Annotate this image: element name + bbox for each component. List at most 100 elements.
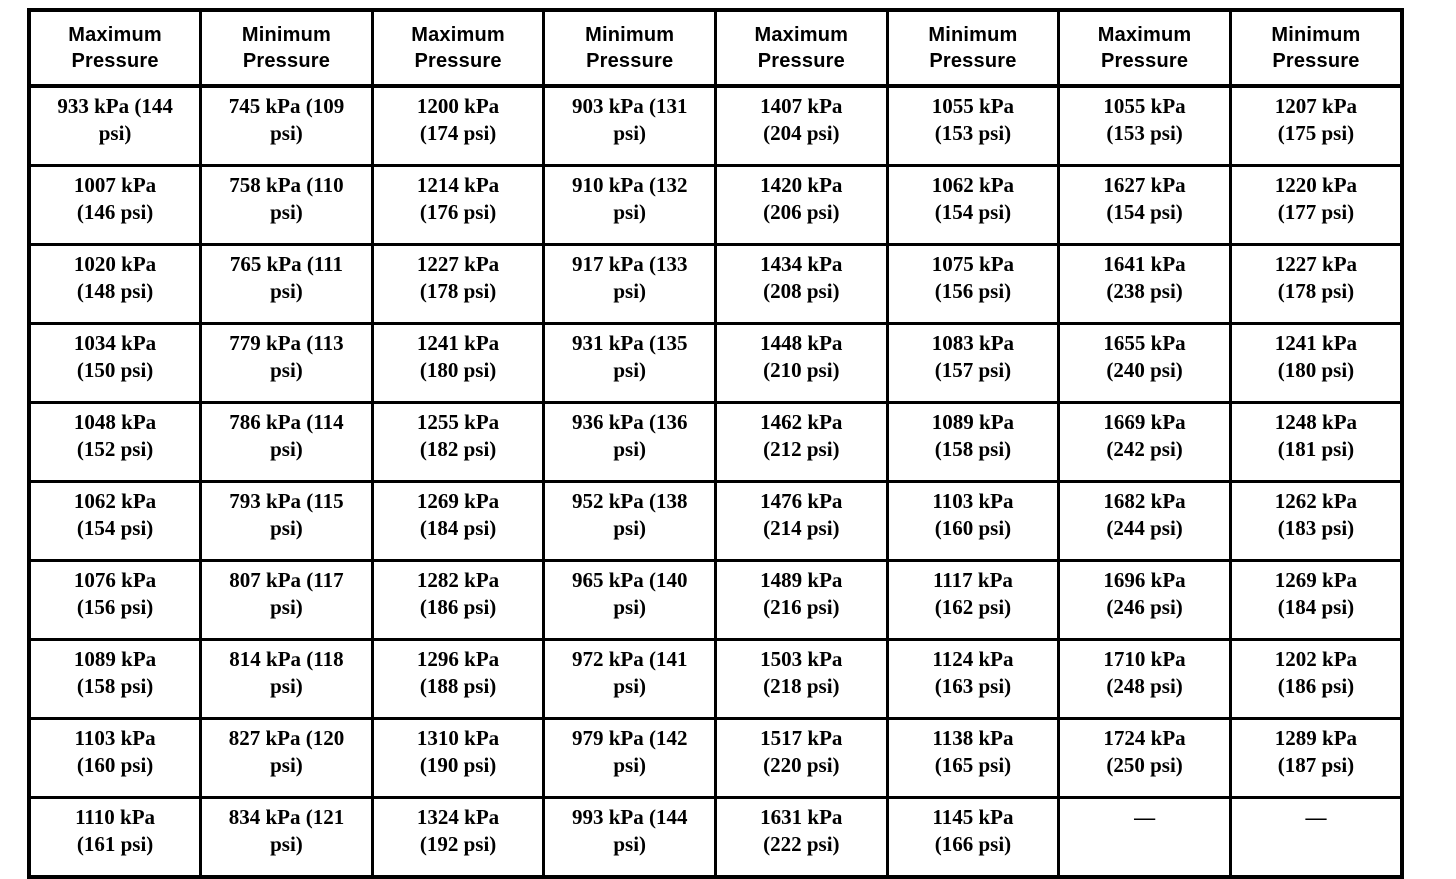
- table-cell: 993 kPa (144 psi): [542, 796, 717, 879]
- table-row: 1007 kPa (146 psi) 758 kPa (110 psi) 121…: [27, 164, 1404, 246]
- table-cell: 1055 kPa (153 psi): [885, 84, 1061, 167]
- table-cell: 903 kPa (131 psi): [542, 84, 717, 167]
- table-cell: 1124 kPa (163 psi): [885, 638, 1061, 720]
- column-header-maximum-pressure-2: Maximum Pressure: [370, 8, 546, 88]
- header-row: Maximum Pressure Minimum Pressure Maximu…: [27, 8, 1404, 88]
- column-header-maximum-pressure-4: Maximum Pressure: [1057, 8, 1232, 88]
- table-cell: 910 kPa (132 psi): [542, 164, 717, 246]
- table-cell: 1089 kPa (158 psi): [27, 638, 203, 720]
- table-cell: 1227 kPa (178 psi): [1228, 243, 1404, 325]
- table-cell: 917 kPa (133 psi): [542, 243, 717, 325]
- table-cell: 807 kPa (117 psi): [199, 559, 374, 641]
- pressure-table: Maximum Pressure Minimum Pressure Maximu…: [27, 8, 1404, 879]
- table-cell: 1503 kPa (218 psi): [714, 638, 889, 720]
- table-cell: 793 kPa (115 psi): [199, 480, 374, 562]
- table-cell: 1007 kPa (146 psi): [27, 164, 203, 246]
- table-cell: 779 kPa (113 psi): [199, 322, 374, 404]
- table-cell: 1020 kPa (148 psi): [27, 243, 203, 325]
- table-cell: 814 kPa (118 psi): [199, 638, 374, 720]
- table-cell: 1241 kPa (180 psi): [1228, 322, 1404, 404]
- table-row: 1034 kPa (150 psi) 779 kPa (113 psi) 124…: [27, 322, 1404, 404]
- table-cell: 786 kPa (114 psi): [199, 401, 374, 483]
- table-cell: 1083 kPa (157 psi): [885, 322, 1061, 404]
- table-cell: 972 kPa (141 psi): [542, 638, 717, 720]
- table-cell: 931 kPa (135 psi): [542, 322, 717, 404]
- column-header-maximum-pressure-3: Maximum Pressure: [714, 8, 889, 88]
- table-cell: 936 kPa (136 psi): [542, 401, 717, 483]
- column-header-minimum-pressure-2: Minimum Pressure: [542, 8, 717, 88]
- table-cell: 1631 kPa (222 psi): [714, 796, 889, 879]
- table-cell: 1220 kPa (177 psi): [1228, 164, 1404, 246]
- table-cell: 1103 kPa (160 psi): [27, 717, 203, 799]
- table-cell: 1462 kPa (212 psi): [714, 401, 889, 483]
- table-cell: 952 kPa (138 psi): [542, 480, 717, 562]
- table-cell: 1062 kPa (154 psi): [27, 480, 203, 562]
- table-cell: 1255 kPa (182 psi): [370, 401, 546, 483]
- table-cell: 933 kPa (144 psi): [27, 84, 203, 167]
- table-body: 933 kPa (144 psi) 745 kPa (109 psi) 1200…: [27, 84, 1404, 879]
- table-cell: 1434 kPa (208 psi): [714, 243, 889, 325]
- table-cell: 1075 kPa (156 psi): [885, 243, 1061, 325]
- table-cell: 1696 kPa (246 psi): [1057, 559, 1232, 641]
- table-cell: 1214 kPa (176 psi): [370, 164, 546, 246]
- table-cell: 1669 kPa (242 psi): [1057, 401, 1232, 483]
- table-cell: 1489 kPa (216 psi): [714, 559, 889, 641]
- table-cell: 1476 kPa (214 psi): [714, 480, 889, 562]
- table-row: 1089 kPa (158 psi) 814 kPa (118 psi) 129…: [27, 638, 1404, 720]
- table-cell: 1110 kPa (161 psi): [27, 796, 203, 879]
- table-cell: 1062 kPa (154 psi): [885, 164, 1061, 246]
- table-cell: 1269 kPa (184 psi): [1228, 559, 1404, 641]
- table-cell: 1103 kPa (160 psi): [885, 480, 1061, 562]
- table-cell: 1517 kPa (220 psi): [714, 717, 889, 799]
- table-cell: 1296 kPa (188 psi): [370, 638, 546, 720]
- table-cell: 1241 kPa (180 psi): [370, 322, 546, 404]
- table-cell dash-cell: —: [1228, 796, 1404, 879]
- table-cell: 745 kPa (109 psi): [199, 84, 374, 167]
- table-cell: 965 kPa (140 psi): [542, 559, 717, 641]
- column-header-minimum-pressure-3: Minimum Pressure: [885, 8, 1061, 88]
- column-header-maximum-pressure-1: Maximum Pressure: [27, 8, 203, 88]
- table-cell: 1641 kPa (238 psi): [1057, 243, 1232, 325]
- table-row: 1048 kPa (152 psi) 786 kPa (114 psi) 125…: [27, 401, 1404, 483]
- column-header-minimum-pressure-1: Minimum Pressure: [199, 8, 374, 88]
- column-header-minimum-pressure-4: Minimum Pressure: [1228, 8, 1404, 88]
- table-cell: 1682 kPa (244 psi): [1057, 480, 1232, 562]
- table-cell: 1138 kPa (165 psi): [885, 717, 1061, 799]
- table-cell: 1324 kPa (192 psi): [370, 796, 546, 879]
- table-cell: 1262 kPa (183 psi): [1228, 480, 1404, 562]
- table-row: 933 kPa (144 psi) 745 kPa (109 psi) 1200…: [27, 84, 1404, 167]
- table-cell: 1227 kPa (178 psi): [370, 243, 546, 325]
- table-cell: 1655 kPa (240 psi): [1057, 322, 1232, 404]
- table-cell: 1627 kPa (154 psi): [1057, 164, 1232, 246]
- scanned-document-page: Maximum Pressure Minimum Pressure Maximu…: [27, 8, 1404, 879]
- table-cell: 827 kPa (120 psi): [199, 717, 374, 799]
- table-cell: 1724 kPa (250 psi): [1057, 717, 1232, 799]
- table-cell: 1448 kPa (210 psi): [714, 322, 889, 404]
- table-cell: 1248 kPa (181 psi): [1228, 401, 1404, 483]
- table-cell dash-cell: —: [1057, 796, 1232, 879]
- table-cell: 1407 kPa (204 psi): [714, 84, 889, 167]
- table-cell: 1145 kPa (166 psi): [885, 796, 1061, 879]
- table-cell: 1034 kPa (150 psi): [27, 322, 203, 404]
- table-row: 1076 kPa (156 psi) 807 kPa (117 psi) 128…: [27, 559, 1404, 641]
- table-cell: 1269 kPa (184 psi): [370, 480, 546, 562]
- table-row: 1062 kPa (154 psi) 793 kPa (115 psi) 126…: [27, 480, 1404, 562]
- table-cell: 1055 kPa (153 psi): [1057, 84, 1232, 167]
- table-cell: 1207 kPa (175 psi): [1228, 84, 1404, 167]
- table-row: 1110 kPa (161 psi) 834 kPa (121 psi) 132…: [27, 796, 1404, 879]
- table-cell: 1310 kPa (190 psi): [370, 717, 546, 799]
- table-cell: 1282 kPa (186 psi): [370, 559, 546, 641]
- table-cell: 765 kPa (111 psi): [199, 243, 374, 325]
- table-cell: 1420 kPa (206 psi): [714, 164, 889, 246]
- table-row: 1103 kPa (160 psi) 827 kPa (120 psi) 131…: [27, 717, 1404, 799]
- table-cell: 1710 kPa (248 psi): [1057, 638, 1232, 720]
- table-cell: 758 kPa (110 psi): [199, 164, 374, 246]
- table-cell: 1048 kPa (152 psi): [27, 401, 203, 483]
- table-cell: 1117 kPa (162 psi): [885, 559, 1061, 641]
- table-row: 1020 kPa (148 psi) 765 kPa (111 psi) 122…: [27, 243, 1404, 325]
- table-cell: 1202 kPa (186 psi): [1228, 638, 1404, 720]
- table-cell: 834 kPa (121 psi): [199, 796, 374, 879]
- table-cell: 1289 kPa (187 psi): [1228, 717, 1404, 799]
- table-cell: 1076 kPa (156 psi): [27, 559, 203, 641]
- table-cell: 1200 kPa (174 psi): [370, 84, 546, 167]
